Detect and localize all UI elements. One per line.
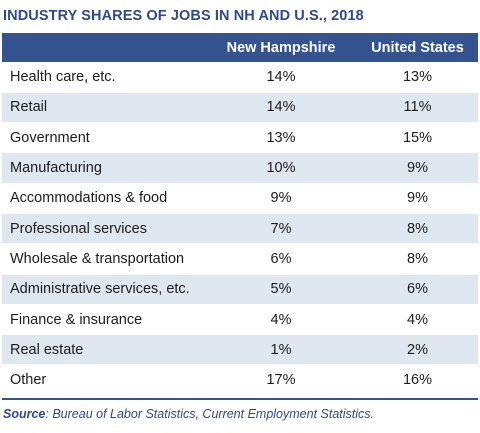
source-text: : Bureau of Labor Statistics, Current Em…	[45, 407, 374, 421]
row-us-share: 11%	[357, 92, 478, 124]
row-nh-share: 7%	[205, 213, 357, 245]
row-industry-label: Other	[2, 364, 205, 396]
row-nh-share: 14%	[205, 62, 357, 93]
bottom-rule	[2, 398, 478, 400]
row-nh-share: 14%	[205, 92, 357, 124]
row-us-share: 9%	[357, 183, 478, 214]
table-row: Wholesale & transportation 6% 8%	[2, 243, 478, 275]
row-nh-share: 5%	[205, 274, 357, 305]
row-industry-label: Government	[2, 122, 205, 154]
row-us-share: 8%	[357, 243, 478, 275]
table-row: Professional services 7% 8%	[2, 213, 478, 245]
source-label: Source	[3, 407, 46, 421]
row-industry-label: Real estate	[2, 334, 205, 366]
table-header-row: New Hampshire United States	[2, 33, 478, 62]
row-nh-share: 10%	[205, 152, 357, 184]
row-us-share: 6%	[357, 274, 478, 305]
table-row: Finance & insurance 4% 4%	[2, 304, 478, 336]
column-header-new-hampshire: New Hampshire	[226, 39, 336, 56]
row-us-share: 2%	[357, 334, 478, 366]
row-industry-label: Wholesale & transportation	[2, 243, 205, 275]
row-industry-label: Professional services	[2, 213, 205, 245]
row-us-share: 16%	[357, 364, 478, 396]
row-nh-share: 13%	[205, 122, 357, 154]
row-industry-label: Retail	[2, 92, 205, 124]
row-nh-share: 4%	[205, 304, 357, 336]
table-row: Government 13% 15%	[2, 122, 478, 154]
row-us-share: 8%	[357, 213, 478, 245]
row-us-share: 9%	[357, 152, 478, 184]
row-industry-label: Health care, etc.	[2, 62, 205, 93]
row-us-share: 13%	[357, 62, 478, 93]
row-industry-label: Accommodations & food	[2, 183, 205, 214]
column-header-industry	[2, 33, 205, 62]
row-nh-share: 9%	[205, 183, 357, 214]
source-note: Source: Bureau of Labor Statistics, Curr…	[3, 407, 374, 421]
table-row: Administrative services, etc. 5% 6%	[2, 274, 478, 305]
table-row: Health care, etc. 14% 13%	[2, 62, 478, 93]
row-us-share: 4%	[357, 304, 478, 336]
industry-shares-table: New Hampshire United States Health care,…	[2, 33, 478, 396]
row-nh-share: 6%	[205, 243, 357, 275]
row-industry-label: Manufacturing	[2, 152, 205, 184]
row-industry-label: Administrative services, etc.	[2, 274, 205, 305]
row-industry-label: Finance & insurance	[2, 304, 205, 336]
table-row: Manufacturing 10% 9%	[2, 152, 478, 184]
table-row: Other 17% 16%	[2, 364, 478, 396]
table-row: Real estate 1% 2%	[2, 334, 478, 366]
row-nh-share: 1%	[205, 334, 357, 366]
table-row: Retail 14% 11%	[2, 92, 478, 124]
figure-title: INDUSTRY SHARES OF JOBS IN NH AND U.S., …	[3, 8, 364, 24]
row-us-share: 15%	[357, 122, 478, 154]
column-header-united-states: United States	[371, 39, 464, 56]
table-row: Accommodations & food 9% 9%	[2, 183, 478, 214]
row-nh-share: 17%	[205, 364, 357, 396]
